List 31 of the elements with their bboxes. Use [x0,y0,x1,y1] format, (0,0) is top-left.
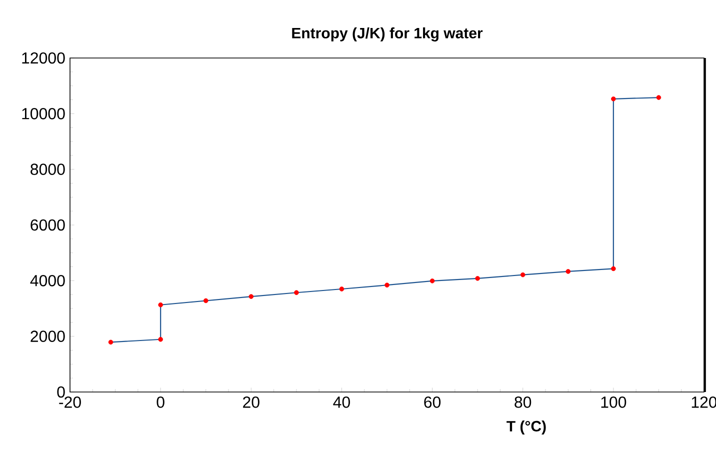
y-tick-label: 8000 [30,164,65,175]
chart-title: Entropy (J/K) for 1kg water [292,27,483,42]
point [294,290,299,296]
y-tick-label: 2000 [30,330,65,342]
x-tick-label: 80 [514,396,532,408]
point [108,340,114,345]
x-tick-label: 60 [424,396,441,408]
point [430,278,435,284]
point [248,294,254,299]
point [611,96,616,102]
x-axis-title: T (°C) [506,420,546,434]
point [158,336,163,342]
point [475,276,480,281]
y-tick-label: 10000 [22,108,65,120]
point [384,282,390,288]
point [339,286,344,292]
y-tick-label: 0 [57,386,65,398]
x-tick-label: 0 [156,396,164,408]
point [158,302,163,308]
point [520,272,526,278]
x-tick-label: 100 [601,396,626,408]
point [611,266,616,272]
y-tick-label: 4000 [30,274,65,286]
x-tick-label: 40 [333,396,350,408]
x-tick-label: 20 [243,396,260,408]
point [566,269,571,274]
point [203,298,208,304]
point [656,95,662,100]
y-tick-label: 6000 [30,219,65,231]
y-tick-label: 12000 [22,52,65,64]
x-tick-label: -20 [59,396,81,408]
